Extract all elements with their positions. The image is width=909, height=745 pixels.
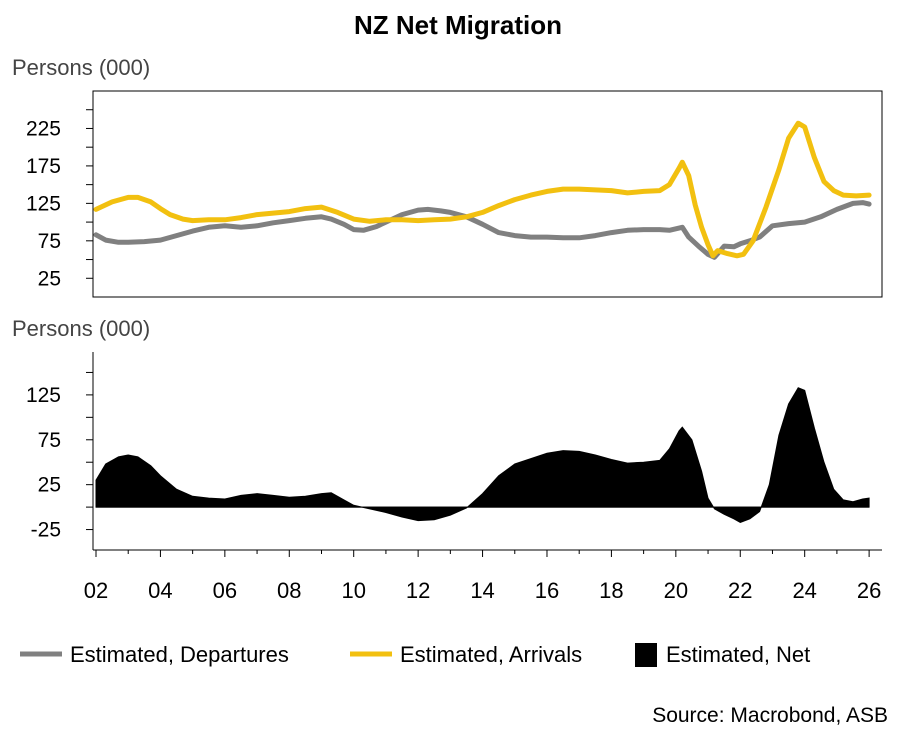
bottom-ytick-label: -25 bbox=[31, 519, 61, 542]
xtick-label: 22 bbox=[728, 578, 752, 603]
top-ytick-label: 75 bbox=[38, 230, 61, 253]
bottom-ylabel: Persons (000) bbox=[12, 316, 150, 341]
bottom-panel: -25 25 75 125 02 04 06 08 10 12 14 16 18 20 22 24 26 bbox=[26, 352, 882, 603]
xtick-label: 20 bbox=[664, 578, 688, 603]
top-ytick-label: 225 bbox=[26, 117, 61, 140]
x-axis: 02 04 06 08 10 12 14 16 18 20 22 24 26 bbox=[84, 550, 881, 603]
top-ytick-label: 125 bbox=[26, 192, 61, 215]
xtick-label: 24 bbox=[792, 578, 816, 603]
xtick-label: 06 bbox=[213, 578, 237, 603]
top-y-axis: 25 75 125 175 225 bbox=[26, 109, 93, 290]
legend-label-net: Estimated, Net bbox=[666, 642, 810, 667]
xtick-label: 04 bbox=[148, 578, 172, 603]
xtick-label: 14 bbox=[470, 578, 494, 603]
bottom-y-axis: -25 25 75 125 bbox=[26, 371, 93, 542]
top-series bbox=[93, 120, 872, 260]
bottom-ytick-label: 125 bbox=[26, 384, 61, 407]
source-note: Source: Macrobond, ASB bbox=[652, 704, 888, 727]
legend-item-arrivals: Estimated, Arrivals bbox=[350, 642, 582, 667]
xtick-label: 12 bbox=[406, 578, 430, 603]
chart-title: NZ Net Migration bbox=[354, 10, 562, 40]
xtick-label: 08 bbox=[277, 578, 301, 603]
xtick-label: 18 bbox=[599, 578, 623, 603]
legend: Estimated, Departures Estimated, Arrival… bbox=[20, 642, 810, 667]
xtick-label: 26 bbox=[857, 578, 881, 603]
top-ylabel: Persons (000) bbox=[12, 55, 150, 80]
xtick-label: 10 bbox=[341, 578, 365, 603]
bottom-series bbox=[95, 387, 870, 523]
legend-marker-net bbox=[635, 643, 657, 667]
top-plot-frame bbox=[92, 90, 883, 298]
legend-item-net: Estimated, Net bbox=[635, 642, 810, 667]
xtick-label: 02 bbox=[84, 578, 108, 603]
series-line-departures bbox=[93, 200, 872, 260]
top-ytick-label: 175 bbox=[26, 155, 61, 178]
legend-item-departures: Estimated, Departures bbox=[20, 642, 289, 667]
top-panel: 25 75 125 175 225 bbox=[26, 90, 883, 298]
legend-label-departures: Estimated, Departures bbox=[70, 642, 289, 667]
series-line-arrivals bbox=[93, 120, 872, 259]
bottom-ytick-label: 25 bbox=[38, 474, 61, 497]
bottom-ytick-label: 75 bbox=[38, 429, 61, 452]
top-ytick-label: 25 bbox=[38, 267, 61, 290]
series-area-net bbox=[95, 387, 870, 523]
xtick-label: 16 bbox=[535, 578, 559, 603]
legend-label-arrivals: Estimated, Arrivals bbox=[400, 642, 582, 667]
